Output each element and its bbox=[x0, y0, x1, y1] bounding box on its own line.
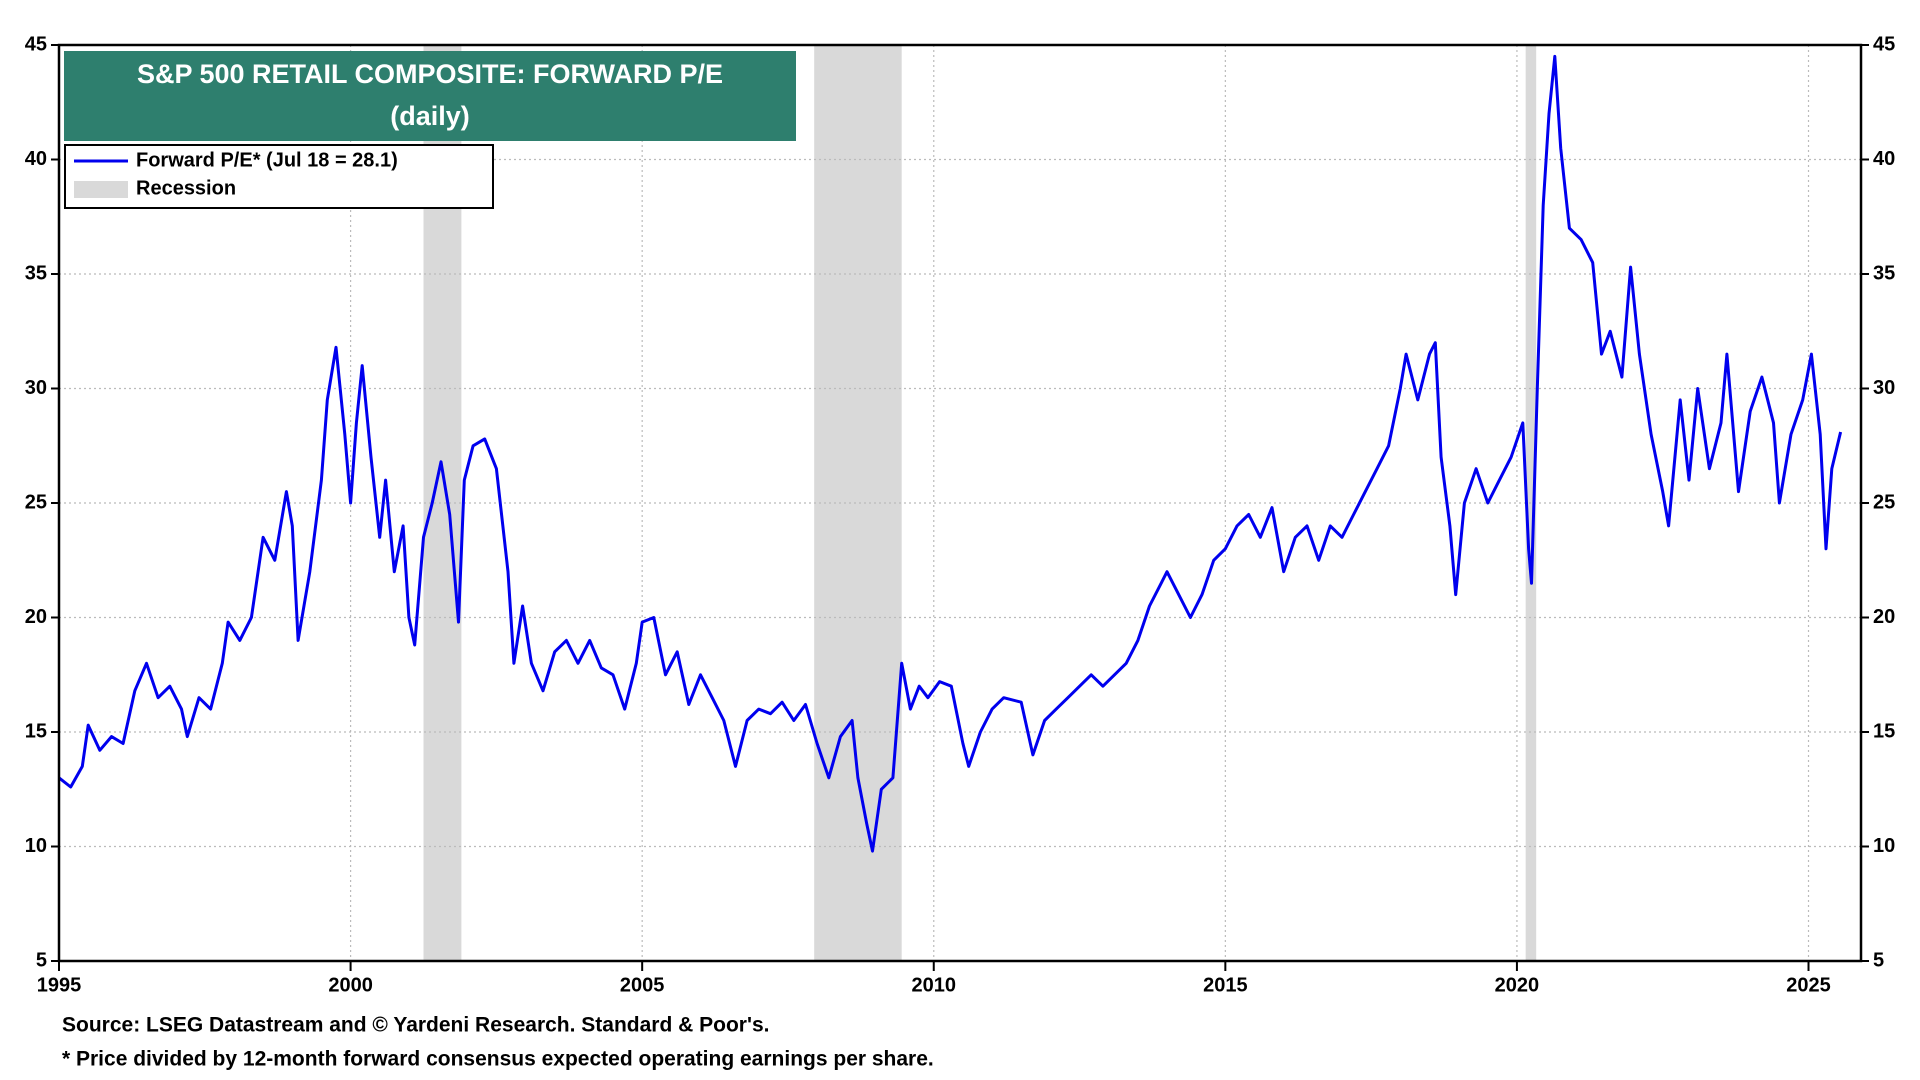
y-tick-label: 10 bbox=[25, 835, 47, 857]
y-tick-label: 5 bbox=[36, 949, 47, 971]
legend-label: Recession bbox=[136, 177, 236, 199]
plot-frame bbox=[57, 43, 1863, 963]
y-tick-label: 40 bbox=[25, 148, 47, 170]
y-tick-label: 35 bbox=[25, 262, 47, 284]
x-tick-label: 2000 bbox=[328, 974, 373, 996]
y-tick-label: 45 bbox=[25, 33, 47, 55]
legend-box bbox=[64, 144, 494, 209]
chart-title: S&P 500 RETAIL COMPOSITE: FORWARD P/E bbox=[137, 59, 723, 89]
source-note: Source: LSEG Datastream and © Yardeni Re… bbox=[62, 1014, 769, 1037]
x-tick-label: 1995 bbox=[37, 974, 82, 996]
y-tick-label: 20 bbox=[1873, 606, 1895, 628]
y-tick-label: 25 bbox=[25, 491, 47, 513]
chart-subtitle: (daily) bbox=[390, 101, 470, 131]
y-tick-label: 40 bbox=[1873, 148, 1895, 170]
title-box bbox=[64, 51, 796, 141]
x-tick-label: 2010 bbox=[912, 974, 957, 996]
y-tick-label: 5 bbox=[1873, 949, 1884, 971]
recession-band bbox=[814, 45, 902, 961]
x-tick-label: 2025 bbox=[1786, 974, 1831, 996]
x-tick-label: 2015 bbox=[1203, 974, 1248, 996]
y-tick-label: 20 bbox=[25, 606, 47, 628]
x-tick-label: 2005 bbox=[620, 974, 665, 996]
y-tick-label: 10 bbox=[1873, 835, 1895, 857]
y-tick-label: 45 bbox=[1873, 33, 1895, 55]
x-tick-label: 2020 bbox=[1495, 974, 1540, 996]
data-line bbox=[58, 54, 1843, 853]
y-tick-label: 15 bbox=[1873, 720, 1895, 742]
y-tick-label: 25 bbox=[1873, 491, 1895, 513]
legend-swatch bbox=[74, 181, 128, 198]
y-tick-label: 35 bbox=[1873, 262, 1895, 284]
y-tick-label: 30 bbox=[25, 377, 47, 399]
y-tick-label: 30 bbox=[1873, 377, 1895, 399]
footnote: * Price divided by 12-month forward cons… bbox=[62, 1048, 934, 1071]
legend-label: Forward P/E* (Jul 18 = 28.1) bbox=[136, 149, 398, 171]
y-tick-label: 15 bbox=[25, 720, 47, 742]
